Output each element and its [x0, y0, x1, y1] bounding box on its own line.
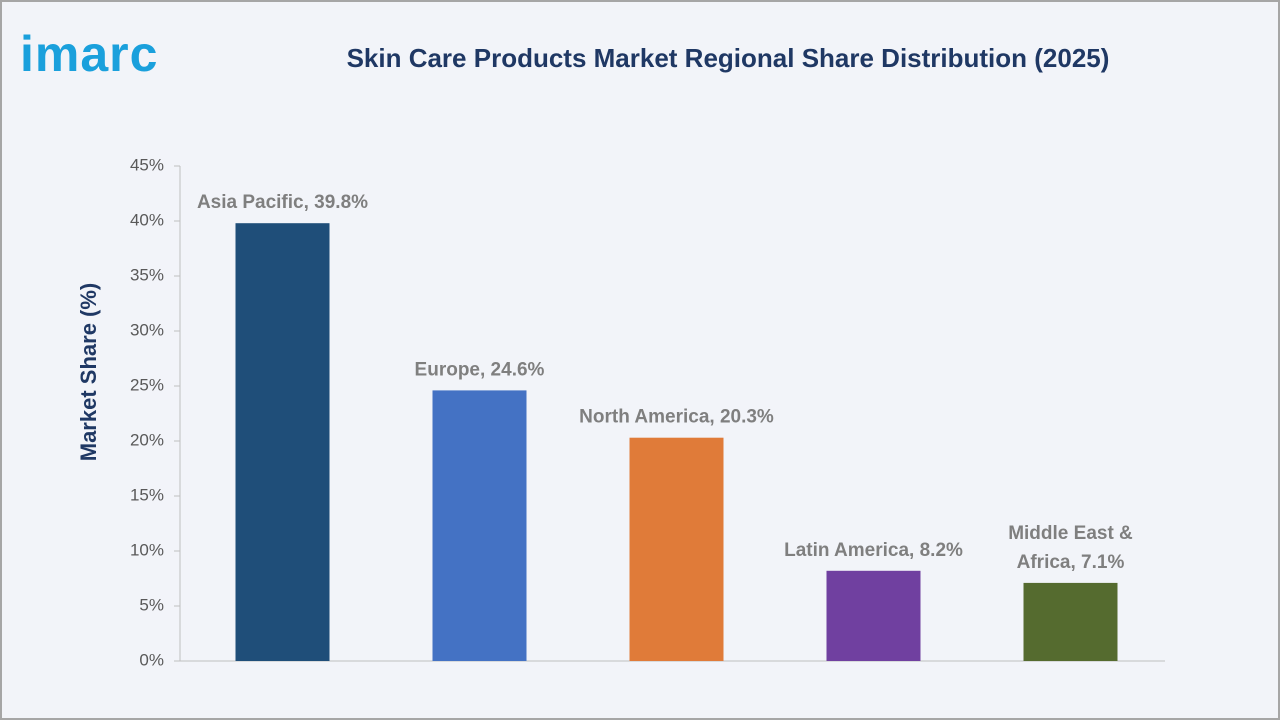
bar [826, 570, 921, 661]
value-label: North America, 20.3% [579, 407, 774, 428]
value-label: Asia Pacific, 39.8% [197, 192, 368, 213]
bar [1023, 582, 1118, 661]
value-label: Middle East & Africa, 7.1% [1008, 523, 1133, 573]
value-label: Latin America, 8.2% [784, 540, 963, 561]
bar [432, 390, 527, 661]
y-tick-label: 10% [130, 540, 164, 559]
y-tick-label: 20% [130, 430, 164, 449]
bar [235, 223, 330, 661]
y-tick-label: 5% [139, 595, 164, 614]
y-tick-label: 15% [130, 485, 164, 504]
y-tick-label: 30% [130, 320, 164, 339]
y-tick-label: 0% [139, 650, 164, 669]
y-tick-label: 35% [130, 265, 164, 284]
chart-title: Skin Care Products Market Regional Share… [347, 43, 1110, 73]
y-tick-label: 40% [130, 210, 164, 229]
y-tick-label: 25% [130, 375, 164, 394]
logo: imarc [20, 26, 158, 82]
y-tick-label: 45% [130, 155, 164, 174]
y-axis-label: Market Share (%) [76, 283, 101, 462]
bar [629, 437, 724, 661]
value-label: Europe, 24.6% [415, 359, 545, 380]
